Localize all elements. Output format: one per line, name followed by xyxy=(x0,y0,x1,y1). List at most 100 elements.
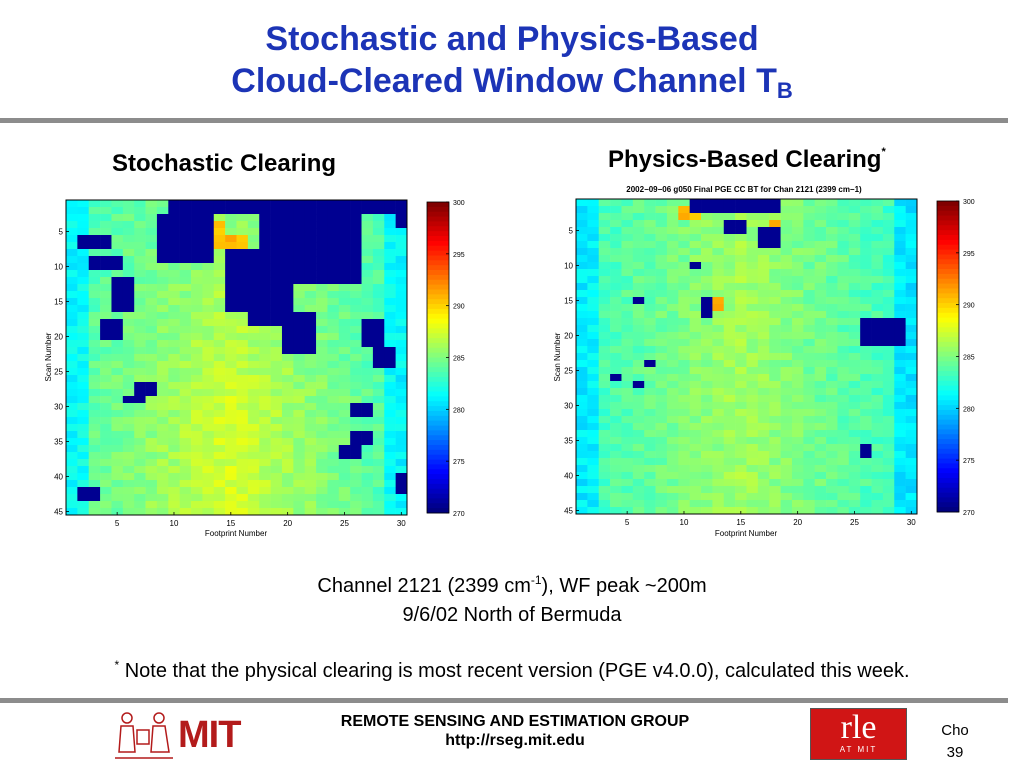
heatmap-cell xyxy=(632,507,645,515)
heatmap-cell xyxy=(259,480,271,488)
heatmap-cell xyxy=(179,228,192,236)
heatmap-cell xyxy=(304,340,317,348)
heatmap-cell xyxy=(746,276,759,284)
heatmap-cell xyxy=(814,206,827,214)
heatmap-cell xyxy=(814,262,827,270)
heatmap-cell xyxy=(644,367,656,375)
heatmap-cell xyxy=(644,395,656,403)
slide-title-line1: Stochastic and Physics-Based xyxy=(265,20,759,58)
colorbar-step xyxy=(937,303,959,309)
heatmap-cell xyxy=(327,221,340,229)
heatmap-cell xyxy=(384,396,396,404)
heatmap-cell xyxy=(576,227,588,235)
heatmap-cell xyxy=(100,480,112,488)
heatmap-cell xyxy=(293,277,305,285)
heatmap-cell xyxy=(644,276,656,284)
heatmap-cell xyxy=(860,444,872,452)
heatmap-cell xyxy=(156,249,169,257)
heatmap-cell xyxy=(701,353,713,361)
heatmap-cell xyxy=(826,500,838,508)
heatmap-cell xyxy=(803,437,815,445)
heatmap-cell xyxy=(848,479,861,487)
heatmap-cell xyxy=(791,458,804,466)
heatmap-cell xyxy=(905,325,918,333)
heatmap-cell xyxy=(723,500,736,508)
heatmap-cell xyxy=(225,270,237,278)
heatmap-cell xyxy=(100,389,112,397)
heatmap-cell xyxy=(350,207,362,215)
colorbar-tick-label: 290 xyxy=(963,303,975,310)
heatmap-cell xyxy=(225,298,237,306)
heatmap-cell xyxy=(678,241,690,249)
heatmap-cell xyxy=(156,361,169,369)
heatmap-cell xyxy=(826,374,838,382)
heatmap-cell xyxy=(361,319,374,327)
heatmap-cell xyxy=(259,438,271,446)
heatmap-cell xyxy=(281,508,294,516)
heatmap-cell xyxy=(655,206,668,214)
heatmap-cell xyxy=(882,269,895,277)
heatmap-cell xyxy=(77,396,90,404)
heatmap-cell xyxy=(803,486,815,494)
heatmap-cell xyxy=(689,311,702,319)
heatmap-cell xyxy=(111,494,124,502)
heatmap-cell xyxy=(88,228,101,236)
heatmap-cell xyxy=(327,459,340,467)
heatmap-cell xyxy=(191,382,203,390)
heatmap-cell xyxy=(587,500,600,508)
heatmap-cell xyxy=(259,298,271,306)
heatmap-cell xyxy=(270,284,283,292)
heatmap-cell xyxy=(384,256,396,264)
heatmap-cell xyxy=(826,423,838,431)
heatmap-cell xyxy=(678,248,690,256)
heatmap-cell xyxy=(316,256,328,264)
heatmap-cell xyxy=(644,311,656,319)
heatmap-cell xyxy=(769,269,781,277)
heatmap-cell xyxy=(88,256,101,264)
colorbar-step xyxy=(427,367,449,373)
colorbar-step xyxy=(937,439,959,445)
heatmap-cell xyxy=(225,494,237,502)
heatmap-cell xyxy=(587,402,600,410)
heatmap-cell xyxy=(225,305,237,313)
heatmap-cell xyxy=(701,479,713,487)
heatmap-cell xyxy=(179,263,192,271)
heatmap-cell xyxy=(293,382,305,390)
heatmap-cell xyxy=(88,333,101,341)
heatmap-cell xyxy=(281,228,294,236)
heatmap-cell xyxy=(384,249,396,257)
heatmap-cell xyxy=(281,473,294,481)
heatmap-cell xyxy=(814,297,827,305)
heatmap-cell xyxy=(66,396,78,404)
heatmap-cell xyxy=(304,354,317,362)
heatmap-cell xyxy=(678,367,690,375)
heatmap-cell xyxy=(769,416,781,424)
heatmap-cell xyxy=(293,319,305,327)
heatmap-cell xyxy=(156,333,169,341)
group-url[interactable]: http://rseg.mit.edu xyxy=(445,732,585,749)
heatmap-cell xyxy=(270,347,283,355)
heatmap-cell xyxy=(338,277,351,285)
heatmap-cell xyxy=(701,290,713,298)
heatmap-cell xyxy=(723,458,736,466)
heatmap-cell xyxy=(610,297,622,305)
heatmap-cell xyxy=(225,487,237,495)
heatmap-cell xyxy=(350,277,362,285)
heatmap-cell xyxy=(327,354,340,362)
heatmap-cell xyxy=(350,333,362,341)
heatmap-cell xyxy=(304,221,317,229)
heatmap-cell xyxy=(723,353,736,361)
heatmap-cell xyxy=(882,318,895,326)
heatmap-cell xyxy=(179,487,192,495)
heatmap-cell xyxy=(735,409,747,417)
heatmap-cell xyxy=(213,347,226,355)
heatmap-cell xyxy=(213,389,226,397)
heatmap-cell xyxy=(270,403,283,411)
heatmap-cell xyxy=(100,221,112,229)
heatmap-cell xyxy=(168,256,180,264)
heatmap-cell xyxy=(202,410,215,418)
heatmap-cell xyxy=(791,220,804,228)
heatmap-cell xyxy=(791,311,804,319)
heatmap-cell xyxy=(769,276,781,284)
heatmap-cell xyxy=(598,437,611,445)
